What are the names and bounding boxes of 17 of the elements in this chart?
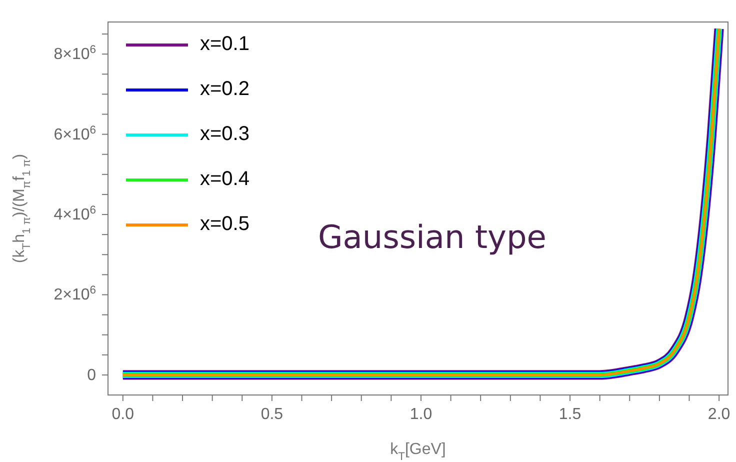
annotation: Gaussian type <box>318 218 546 256</box>
legend-label: x=0.5 <box>200 213 250 236</box>
x-axis-title: k$_{T}$[GeV] <box>390 441 446 462</box>
y-tick-label: 0 <box>87 366 96 384</box>
y-tick-label: 8×10$^{6}$ <box>54 44 96 64</box>
legend-label: x=0.1 <box>200 33 250 56</box>
y-tick-label: 4×10$^{6}$ <box>54 204 96 224</box>
x-tick-label: 0.0 <box>112 406 134 423</box>
x-tick-label: 1.0 <box>410 406 432 423</box>
y-tick-label: 6×10$^{6}$ <box>54 124 96 144</box>
legend-label: x=0.4 <box>200 168 250 191</box>
x-tick-label: 1.5 <box>558 406 582 423</box>
x-tick-label: 0.5 <box>260 406 284 423</box>
y-tick-label: 2×10$^{6}$ <box>54 284 96 304</box>
legend-label: x=0.3 <box>200 123 250 146</box>
legend-label: x=0.2 <box>200 78 250 101</box>
x-tick-label: 2.0 <box>708 406 730 423</box>
